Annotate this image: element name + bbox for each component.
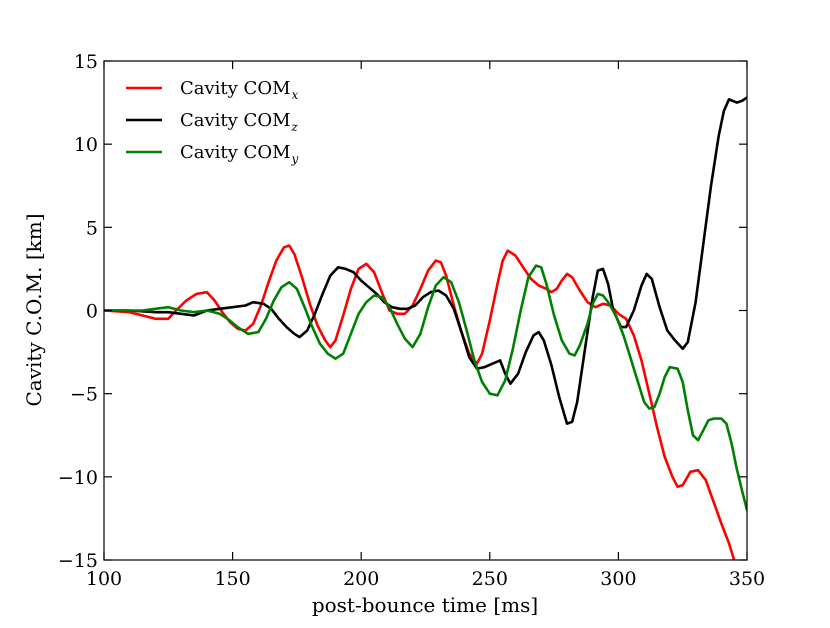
legend-label-y: Cavity COMy — [180, 142, 299, 166]
legend-label-z: Cavity COMz — [180, 110, 299, 134]
x-tick-label: 350 — [729, 568, 765, 590]
x-tick-label: 150 — [214, 568, 250, 590]
legend: Cavity COMx Cavity COMz Cavity COMy — [126, 78, 299, 166]
y-tick-label: 15 — [74, 51, 98, 73]
y-tick-label: −5 — [70, 384, 98, 406]
series-line-z — [104, 96, 747, 425]
series-line-x — [104, 244, 736, 560]
x-tick-label: 300 — [600, 568, 636, 590]
series-line-y — [104, 264, 747, 512]
x-tick-label: 100 — [86, 568, 122, 590]
ticks-layer — [103, 60, 748, 561]
y-tick-label: 5 — [86, 217, 98, 239]
series-layer — [104, 96, 747, 560]
y-axis-label: Cavity C.O.M. [km] — [22, 213, 46, 406]
legend-label-x: Cavity COMx — [180, 78, 299, 102]
y-tick-label: 10 — [74, 134, 98, 156]
x-tick-label: 250 — [472, 568, 508, 590]
y-tick-label: −10 — [58, 467, 98, 489]
y-tick-label: −15 — [58, 550, 98, 572]
x-axis-label: post-bounce time [ms] — [312, 593, 538, 617]
y-tick-label: 0 — [86, 301, 98, 323]
x-tick-label: 200 — [343, 568, 379, 590]
tick-labels-layer: 100 150 200 250 300 350 −15 −10 −5 0 5 10 15 — [58, 51, 765, 590]
